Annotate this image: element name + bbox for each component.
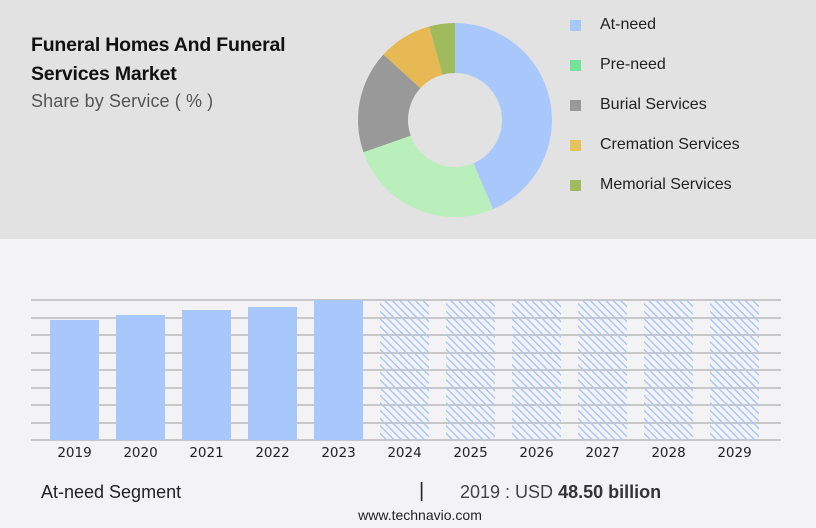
gridline bbox=[31, 439, 781, 441]
x-axis-label: 2027 bbox=[585, 445, 620, 461]
bar bbox=[314, 300, 363, 440]
bar bbox=[182, 309, 231, 440]
forecast-bar bbox=[710, 300, 759, 440]
x-axis-label: 2019 bbox=[57, 445, 92, 461]
title-line-1: Funeral Homes And Funeral bbox=[31, 34, 286, 56]
x-axis-label: 2022 bbox=[255, 445, 290, 461]
bar bbox=[248, 307, 297, 440]
legend-label: Pre-need bbox=[600, 56, 666, 73]
legend-swatch-icon bbox=[570, 180, 581, 191]
x-axis-label: 2028 bbox=[651, 445, 686, 461]
x-axis-label: 2021 bbox=[189, 445, 224, 461]
forecast-bar bbox=[644, 300, 693, 440]
source-url: www.technavio.com bbox=[358, 507, 482, 523]
segment-value: 2019 : USD 48.50 billion bbox=[460, 482, 661, 503]
legend-swatch-icon bbox=[570, 20, 581, 31]
legend-label: Cremation Services bbox=[600, 136, 740, 153]
segment-label: At-need Segment bbox=[41, 482, 182, 502]
bar bbox=[116, 315, 165, 440]
donut-slice-cremation-services bbox=[383, 26, 443, 89]
bar bbox=[50, 320, 99, 440]
x-axis-label: 2026 bbox=[519, 445, 554, 461]
chart-title: Funeral Homes And Funeral Services Marke… bbox=[31, 31, 286, 89]
x-axis-label: 2020 bbox=[123, 445, 158, 461]
legend-label: Burial Services bbox=[600, 96, 707, 113]
value-amount: 48.50 billion bbox=[558, 482, 662, 502]
donut-slice-memorial-services bbox=[429, 23, 455, 75]
donut-chart bbox=[358, 23, 552, 217]
chart-subtitle: Share by Service ( % ) bbox=[31, 91, 214, 111]
legend-label: At-need bbox=[600, 16, 657, 33]
forecast-bar bbox=[512, 300, 561, 440]
legend-swatch-icon bbox=[570, 140, 581, 151]
legend-label: Memorial Services bbox=[600, 176, 732, 193]
donut-slice-burial-services bbox=[358, 54, 421, 153]
title-line-2: Services Market bbox=[31, 63, 177, 85]
forecast-bar bbox=[578, 300, 627, 440]
value-prefix: 2019 : USD bbox=[460, 482, 559, 502]
forecast-bar bbox=[380, 300, 429, 440]
x-axis-label: 2025 bbox=[453, 445, 488, 461]
share-panel: Funeral Homes And Funeral Services Marke… bbox=[0, 0, 816, 239]
donut-slice-pre-need bbox=[363, 135, 493, 217]
legend-swatch-icon bbox=[570, 100, 581, 111]
x-axis-label: 2023 bbox=[321, 445, 356, 461]
forecast-bar bbox=[446, 300, 495, 440]
footer-separator: | bbox=[419, 480, 425, 502]
x-axis-label: 2024 bbox=[387, 445, 422, 461]
donut-slice-at-need bbox=[455, 23, 552, 210]
bar-chart: 2019 2020 2021 2022 2023 2024 2025 2026 2027 2028… bbox=[0, 239, 816, 469]
x-axis-label: 2029 bbox=[717, 445, 752, 461]
legend-swatch-icon bbox=[570, 60, 581, 71]
